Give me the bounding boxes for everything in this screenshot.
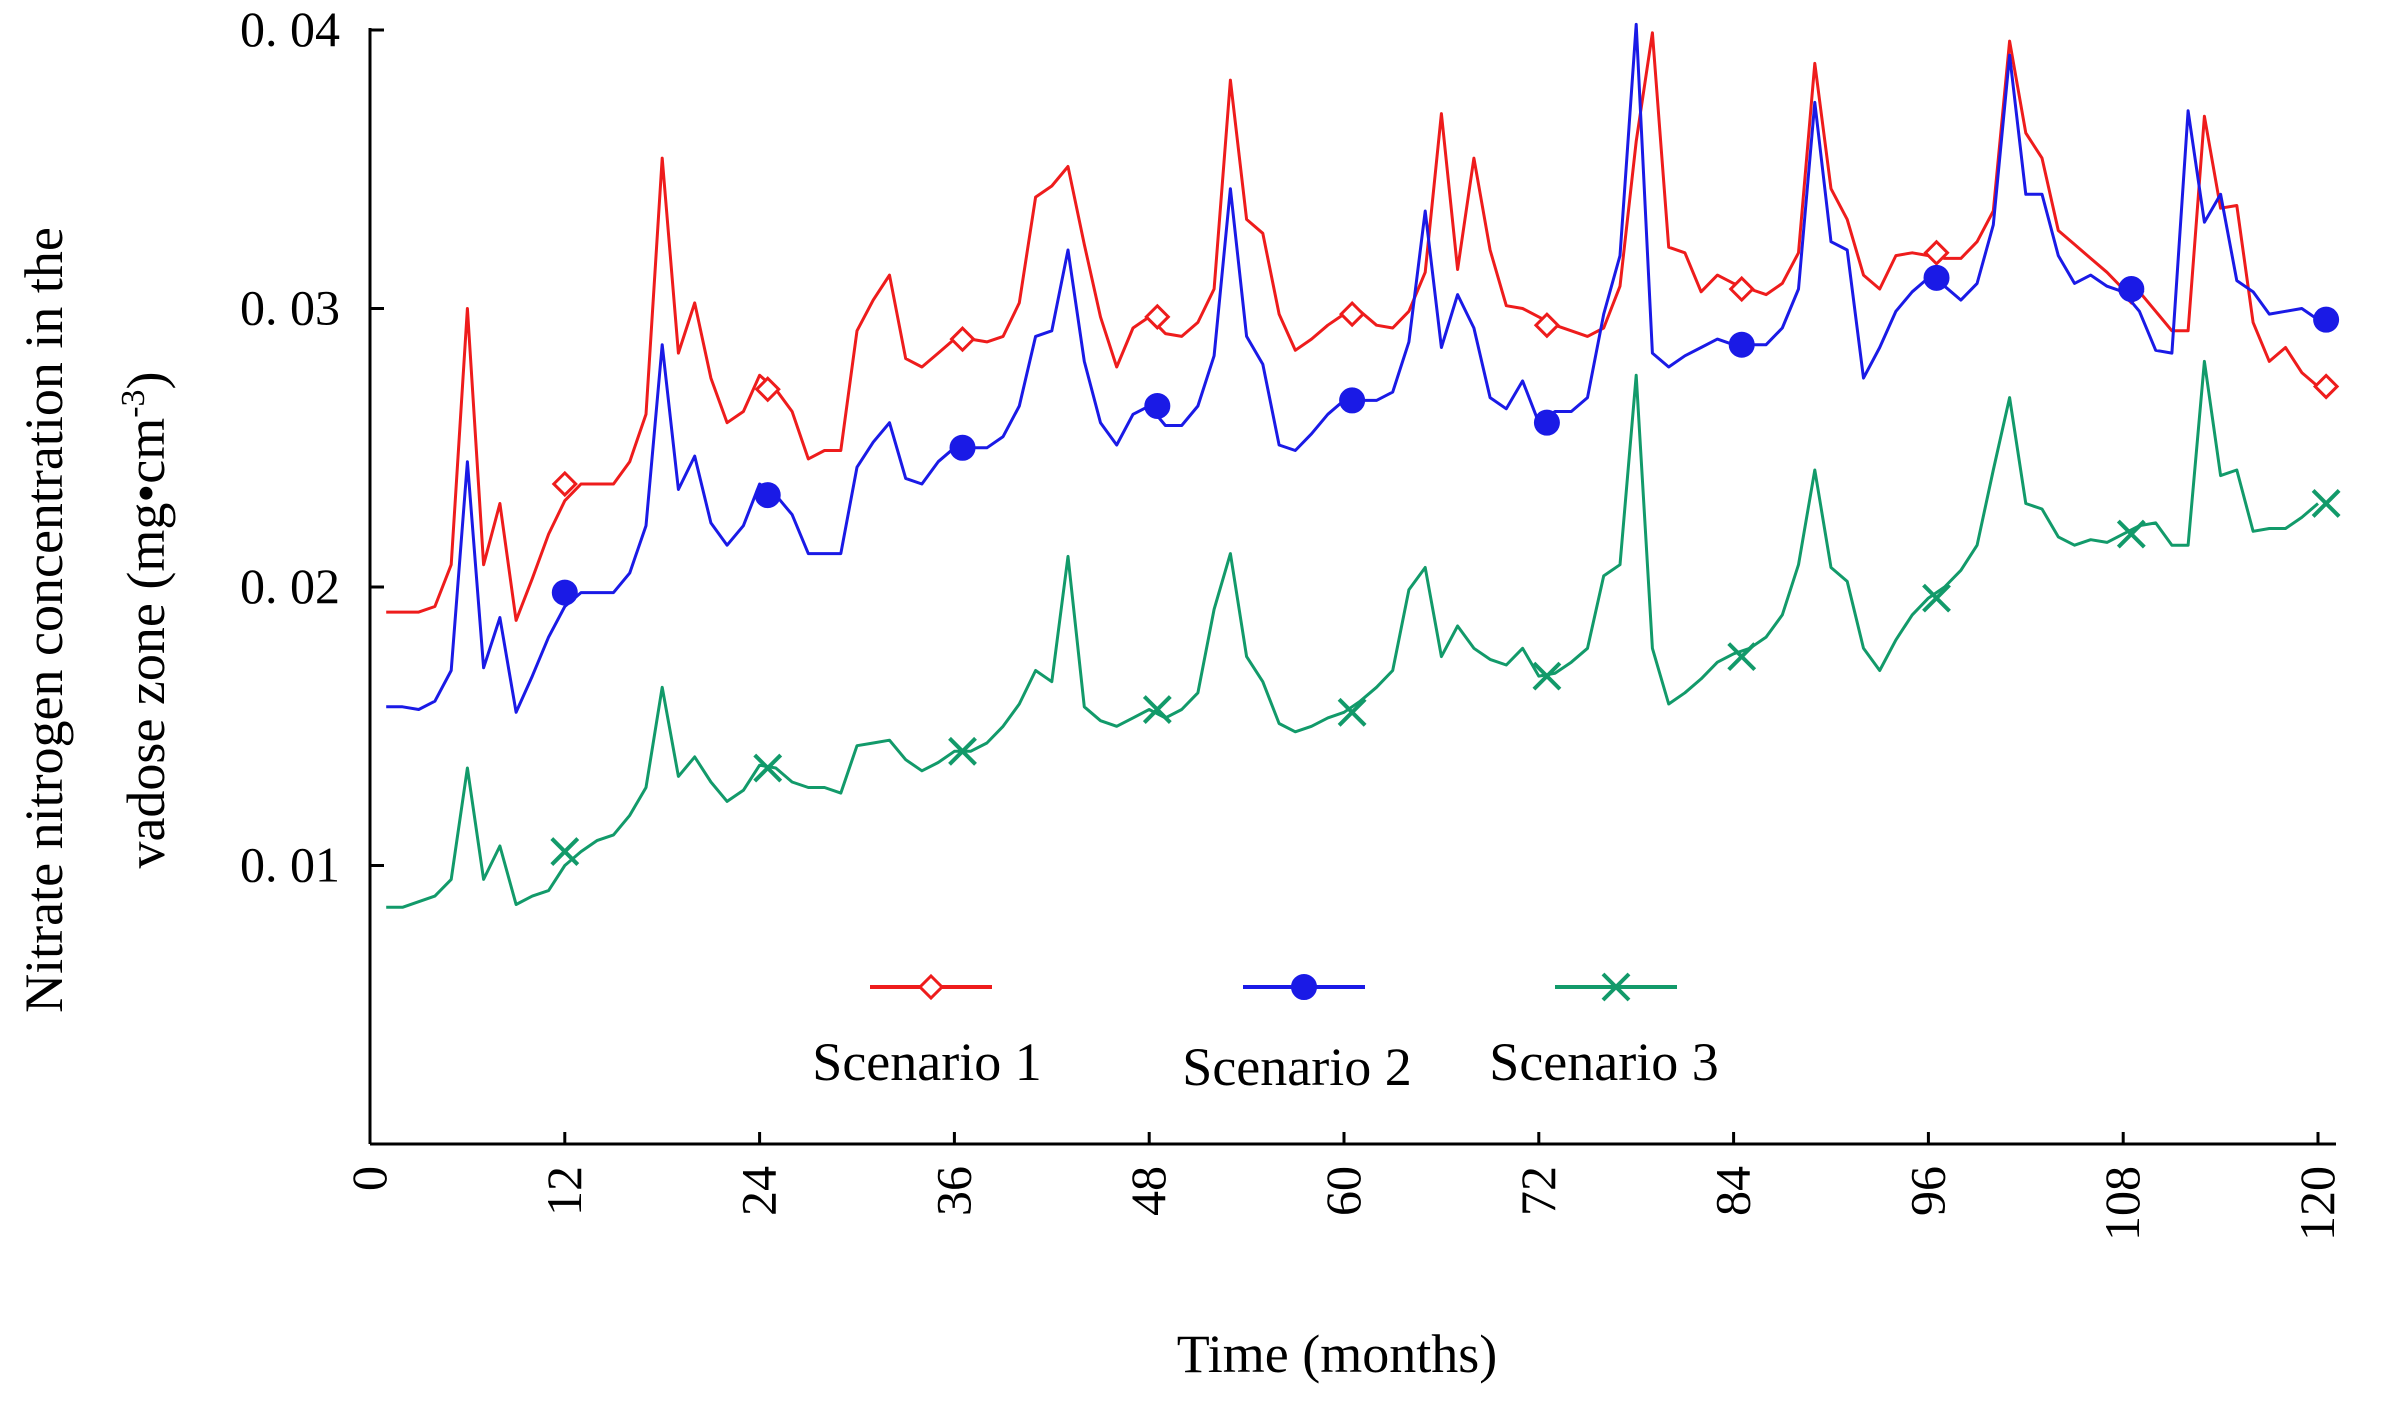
legend-series-1-label: Scenario 1 [812, 1032, 1041, 1092]
series-3-marker [1727, 642, 1757, 672]
series-3-marker-stroke [753, 753, 783, 783]
series-2-marker [2118, 276, 2145, 303]
series-3-marker [1142, 695, 1172, 724]
series-1-marker [1923, 239, 1950, 266]
y-tick-label: 0. 01 [240, 837, 340, 893]
y-tick-label: 0. 04 [240, 1, 340, 57]
y-tick-label: 0. 02 [240, 558, 340, 614]
series-3-marker [1532, 661, 1562, 691]
series-2-marker [1728, 331, 1755, 358]
legend: Scenario 1 Scenario 2 Scenario 3 [812, 972, 1719, 1097]
series-3-marker [2116, 519, 2146, 549]
series-2-line [386, 22, 2319, 714]
series-1-marker [1144, 303, 1171, 330]
series-3-marker-stroke [1532, 661, 1562, 691]
series-1-marker [754, 376, 781, 403]
y-axis-title-close: ) [116, 371, 176, 389]
series-3-marker-stroke [1337, 697, 1367, 727]
series-2-marker [1339, 387, 1366, 414]
series-1-marker [1533, 312, 1561, 339]
series-3-marker [550, 837, 580, 866]
series-3-marker [2311, 489, 2341, 518]
y-axis-title-line2: vadose zone (mg•cm-3) [115, 371, 176, 868]
series-3-marker-stroke [2311, 489, 2341, 518]
x-tick-label: 60 [1315, 1166, 1371, 1216]
series-2-marker [1144, 392, 1171, 419]
x-tick-label: 36 [925, 1166, 981, 1216]
y-tick-label: 0. 03 [240, 280, 340, 336]
legend-series-2-marker [1291, 974, 1317, 1000]
x-tick-label: 0 [341, 1166, 397, 1191]
y-axis-title-unit: cm [116, 418, 176, 484]
series-1-marker [949, 326, 976, 353]
legend-series-3-label: Scenario 3 [1489, 1032, 1718, 1092]
x-tick-label: 108 [2094, 1166, 2150, 1241]
series-2-marker [949, 434, 976, 461]
series-1-marker [551, 470, 578, 498]
y-ticks: 0. 01 0. 02 0. 03 0. 04 [240, 1, 384, 893]
series-3-line [386, 359, 2319, 909]
series-3-marker [1337, 697, 1367, 727]
legend-series-1-marker [917, 973, 945, 1001]
y-axis-title: Nitrate nitrogen concentration in the [14, 227, 74, 1013]
x-ticks: 0 12 24 36 48 60 72 84 96 108 120 [341, 1132, 2345, 1241]
series-3-marker-stroke [948, 736, 977, 766]
x-tick-label: 84 [1705, 1166, 1761, 1216]
series-2-marker [2313, 306, 2340, 333]
legend-series-3-marker-stroke [1601, 972, 1631, 1002]
x-axis-title: Time (months) [1177, 1324, 1498, 1384]
series-3-marker [753, 753, 783, 783]
series-1-marker [2312, 373, 2340, 400]
x-tick-label: 96 [1899, 1166, 1955, 1216]
series-3-marker-stroke [1922, 583, 1951, 613]
series-3-marker-stroke [2116, 519, 2146, 549]
series-2-marker [754, 482, 781, 509]
series-1-marker [1338, 300, 1366, 328]
x-tick-label: 120 [2289, 1166, 2345, 1241]
legend-series-3-marker [1601, 972, 1631, 1002]
series-3-marker-stroke [1727, 642, 1757, 672]
x-tick-label: 24 [731, 1166, 787, 1216]
y-axis-title-dot: • [116, 484, 176, 503]
x-tick-label: 72 [1510, 1166, 1566, 1216]
x-tick-label: 48 [1120, 1166, 1176, 1216]
series-3-marker [1922, 583, 1951, 613]
y-axis-title-exponent: -3 [115, 389, 152, 417]
series-2-marker [1533, 409, 1560, 436]
series-3-marker-stroke [550, 837, 580, 866]
series-2-marker [551, 579, 578, 606]
series-layer [386, 22, 2341, 909]
x-tick-label: 12 [536, 1166, 592, 1216]
series-2-marker [1923, 264, 1950, 291]
y-axis-title-prefix: vadose zone (mg [116, 503, 176, 869]
series-3-marker-stroke [1142, 695, 1172, 724]
legend-series-2-label: Scenario 2 [1182, 1037, 1411, 1097]
series-1-marker [1728, 275, 1755, 303]
series-3-marker [948, 736, 977, 766]
